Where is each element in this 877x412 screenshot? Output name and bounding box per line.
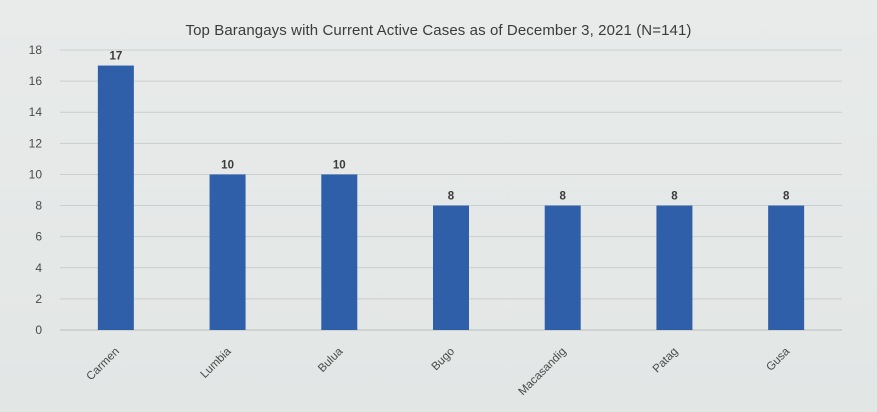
y-tick-label: 6 — [35, 230, 42, 244]
y-tick-label: 0 — [35, 323, 42, 337]
bars — [97, 65, 805, 331]
bar-macasandig — [544, 205, 581, 330]
y-tick-label: 10 — [29, 167, 43, 181]
x-axis: Carmen Lumbia Bulua Bugo Macasandig Patag Gusa — [85, 345, 793, 398]
data-label: 8 — [783, 191, 790, 203]
x-tick-label: Gusa — [764, 345, 792, 373]
y-tick-label: 8 — [35, 199, 42, 213]
y-axis: 0 2 4 6 8 10 12 14 16 18 — [29, 43, 43, 337]
x-tick-label: Macasandig — [516, 346, 568, 398]
x-tick-label: Bulua — [316, 345, 346, 375]
data-label: 10 — [333, 159, 346, 171]
data-label: 8 — [560, 191, 567, 203]
data-label: 17 — [109, 51, 122, 63]
y-tick-label: 14 — [29, 105, 43, 119]
chart-title: Top Barangays with Current Active Cases … — [185, 22, 692, 39]
bar-bulua — [321, 174, 358, 330]
y-tick-label: 18 — [29, 43, 43, 57]
bar-bugo — [433, 205, 469, 330]
x-tick-label: Lumbia — [199, 345, 235, 381]
bar-patag — [656, 205, 693, 330]
data-label: 8 — [448, 191, 455, 203]
y-tick-label: 12 — [29, 136, 43, 150]
x-tick-label: Bugo — [430, 346, 457, 373]
x-tick-label: Patag — [651, 346, 681, 376]
bar-gusa — [768, 205, 805, 330]
bar-lumbia — [209, 174, 246, 330]
y-tick-label: 2 — [35, 292, 42, 306]
y-tick-label: 4 — [35, 261, 42, 275]
bar-carmen — [97, 65, 134, 331]
x-tick-label: Carmen — [85, 346, 122, 383]
y-tick-label: 16 — [29, 74, 43, 88]
data-label: 10 — [221, 159, 234, 171]
data-labels: 17 10 10 8 8 8 8 — [109, 51, 789, 203]
data-label: 8 — [671, 191, 678, 203]
